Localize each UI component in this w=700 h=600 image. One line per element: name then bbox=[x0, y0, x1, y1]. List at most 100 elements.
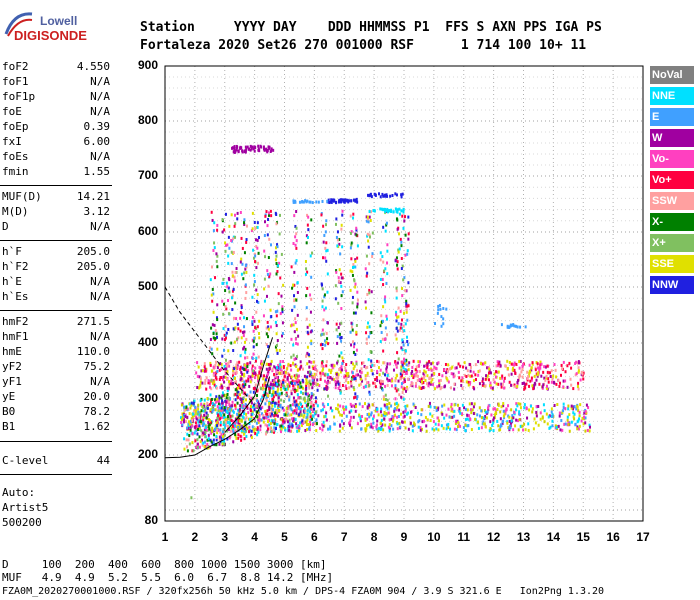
echo-point bbox=[453, 414, 456, 418]
echo-point bbox=[331, 409, 334, 413]
echo-point bbox=[180, 418, 183, 422]
echo-point bbox=[223, 406, 226, 410]
echo-point bbox=[382, 260, 385, 264]
echo-point bbox=[233, 340, 236, 344]
echo-point bbox=[562, 402, 565, 406]
echo-point bbox=[315, 418, 318, 422]
echo-point bbox=[230, 250, 233, 254]
echo-point bbox=[205, 387, 208, 391]
echo-point bbox=[329, 406, 332, 410]
echo-point bbox=[390, 424, 393, 428]
echo-point bbox=[323, 387, 326, 391]
echo-point bbox=[436, 311, 439, 315]
echo-point bbox=[401, 318, 404, 322]
echo-point bbox=[240, 418, 243, 422]
echo-point bbox=[295, 365, 298, 369]
echo-point bbox=[292, 323, 295, 327]
echo-point bbox=[296, 393, 299, 397]
echo-point bbox=[245, 365, 248, 369]
echo-point bbox=[560, 363, 563, 367]
echo-point bbox=[230, 296, 233, 300]
echo-point bbox=[263, 234, 266, 238]
echo-point bbox=[456, 425, 459, 429]
echo-point bbox=[270, 430, 273, 434]
echo-point bbox=[305, 267, 308, 271]
echo-point bbox=[360, 427, 363, 431]
echo-point bbox=[349, 423, 352, 427]
echo-point bbox=[226, 429, 229, 433]
echo-point bbox=[336, 359, 339, 363]
echo-point bbox=[397, 322, 400, 326]
echo-point bbox=[258, 336, 261, 340]
echo-point bbox=[436, 362, 439, 366]
echo-point bbox=[519, 406, 522, 410]
echo-point bbox=[221, 394, 224, 398]
echo-point bbox=[305, 416, 308, 420]
echo-point bbox=[497, 362, 500, 366]
echo-point bbox=[570, 420, 573, 424]
echo-point bbox=[450, 372, 453, 376]
echo-point bbox=[242, 334, 245, 338]
echo-point bbox=[274, 310, 277, 314]
echo-point bbox=[568, 421, 571, 425]
echo-point bbox=[216, 369, 219, 373]
echo-point bbox=[200, 409, 203, 413]
echo-point bbox=[254, 260, 257, 264]
echo-point bbox=[396, 267, 399, 271]
echo-point bbox=[244, 347, 247, 351]
echo-point bbox=[509, 421, 512, 425]
echo-point bbox=[495, 370, 498, 374]
echo-point bbox=[437, 428, 440, 432]
echo-point bbox=[385, 370, 388, 374]
echo-point bbox=[291, 323, 294, 327]
echo-point bbox=[564, 422, 567, 426]
echo-point bbox=[232, 381, 235, 385]
echo-point bbox=[502, 414, 505, 418]
echo-point bbox=[255, 327, 258, 331]
echo-point bbox=[275, 324, 278, 328]
echo-point bbox=[354, 409, 357, 413]
echo-point bbox=[295, 341, 298, 345]
echo-point bbox=[222, 423, 225, 427]
echo-point bbox=[370, 359, 373, 363]
echo-point bbox=[469, 374, 472, 378]
echo-point bbox=[364, 385, 367, 389]
echo-point bbox=[364, 306, 367, 310]
echo-point bbox=[264, 220, 267, 224]
echo-point bbox=[280, 387, 283, 391]
echo-point bbox=[337, 410, 340, 414]
echo-point bbox=[441, 412, 444, 416]
echo-point bbox=[221, 407, 224, 411]
echo-point bbox=[519, 325, 522, 329]
echo-point bbox=[195, 409, 198, 413]
echo-point bbox=[344, 384, 347, 388]
echo-point bbox=[483, 409, 486, 413]
echo-point bbox=[446, 368, 449, 372]
echo-point bbox=[225, 362, 228, 366]
echo-point bbox=[280, 424, 283, 428]
echo-point bbox=[494, 413, 497, 417]
echo-point bbox=[208, 403, 211, 407]
x-tick-label: 10 bbox=[427, 530, 441, 544]
echo-point bbox=[411, 369, 414, 373]
echo-point bbox=[271, 386, 274, 390]
echo-point bbox=[430, 373, 433, 377]
echo-point bbox=[286, 366, 289, 370]
echo-point bbox=[214, 375, 217, 379]
echo-point bbox=[186, 426, 189, 430]
echo-point bbox=[213, 380, 216, 384]
echo-point bbox=[310, 297, 313, 301]
echo-point bbox=[273, 419, 276, 423]
echo-point bbox=[321, 328, 324, 332]
echo-point bbox=[224, 305, 227, 309]
echo-point bbox=[515, 402, 518, 406]
echo-point bbox=[258, 365, 261, 369]
echo-point bbox=[530, 368, 533, 372]
echo-point bbox=[230, 418, 233, 422]
echo-point bbox=[191, 449, 194, 453]
echo-point bbox=[386, 333, 389, 337]
echo-point bbox=[221, 442, 224, 446]
echo-point bbox=[406, 335, 409, 339]
echo-point bbox=[371, 403, 374, 407]
